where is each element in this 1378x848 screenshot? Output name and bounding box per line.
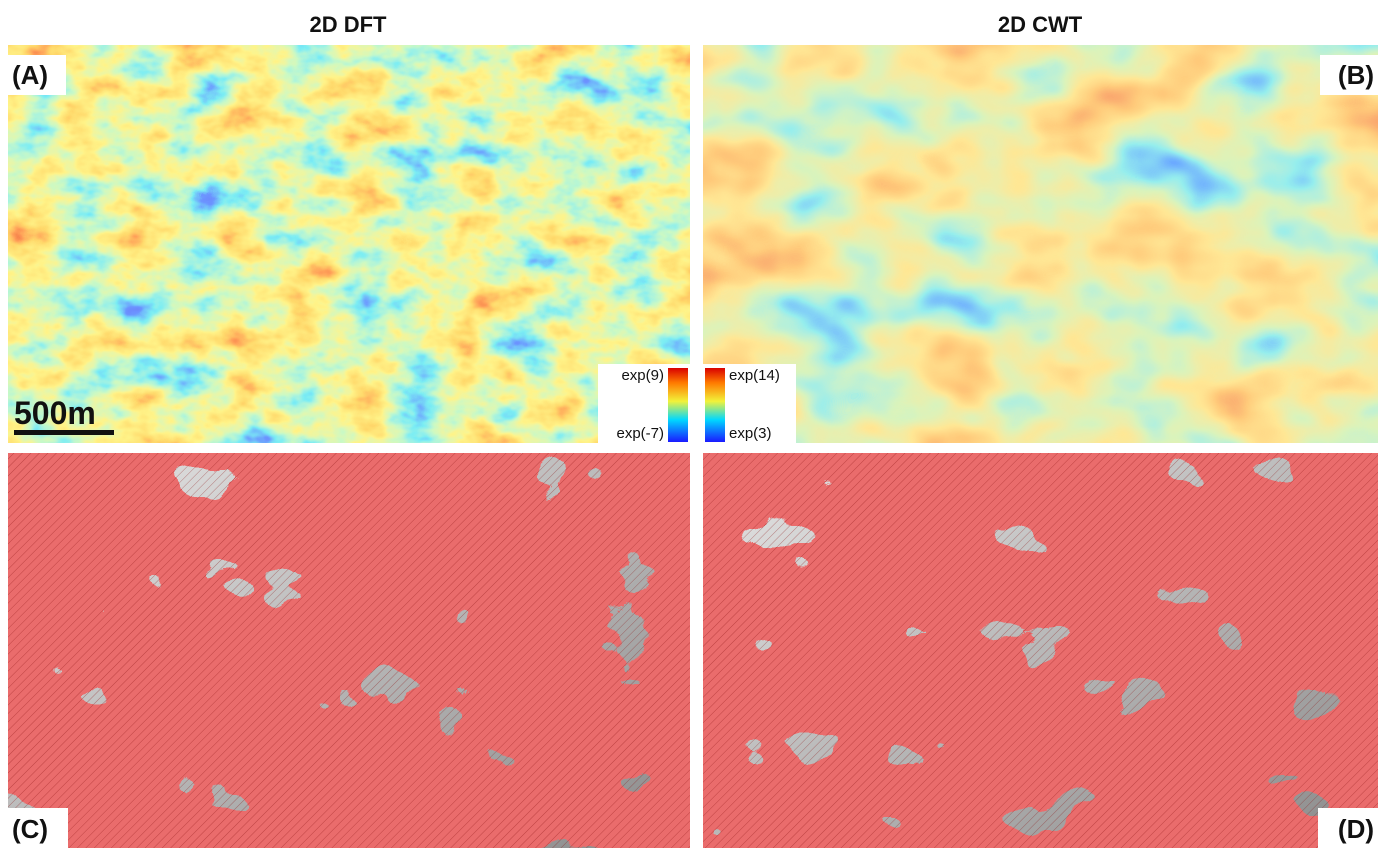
label-box [1318, 808, 1378, 848]
scale-line [14, 430, 114, 435]
colorbar-max: exp(9) [621, 367, 664, 384]
scale-label: 500m [14, 395, 96, 431]
colorbar-min: exp(3) [729, 425, 772, 442]
scale-bar: 500m [14, 395, 114, 435]
panel-d [703, 453, 1378, 848]
label-box [1320, 55, 1378, 95]
label-box [8, 808, 68, 848]
colorbar [705, 368, 725, 442]
panel-label: (D) [1338, 814, 1374, 844]
column-title: 2D DFT [310, 12, 388, 37]
panel-labels: (A) (B) (C) (D) [8, 55, 1378, 848]
panel-b [703, 45, 1378, 443]
colorbar-max: exp(14) [729, 367, 780, 384]
colorbars: exp(9) exp(-7) exp(14) exp(3) [598, 364, 796, 443]
panel-c [8, 453, 690, 848]
panel-a [8, 45, 690, 443]
colorbar-min: exp(-7) [616, 425, 664, 442]
column-title: 2D CWT [998, 12, 1083, 37]
panel-label: (A) [12, 60, 48, 90]
colorbar-box [598, 364, 796, 443]
label-box [8, 55, 66, 95]
panel-label: (B) [1338, 60, 1374, 90]
panel-label: (C) [12, 814, 48, 844]
colorbar [668, 368, 688, 442]
